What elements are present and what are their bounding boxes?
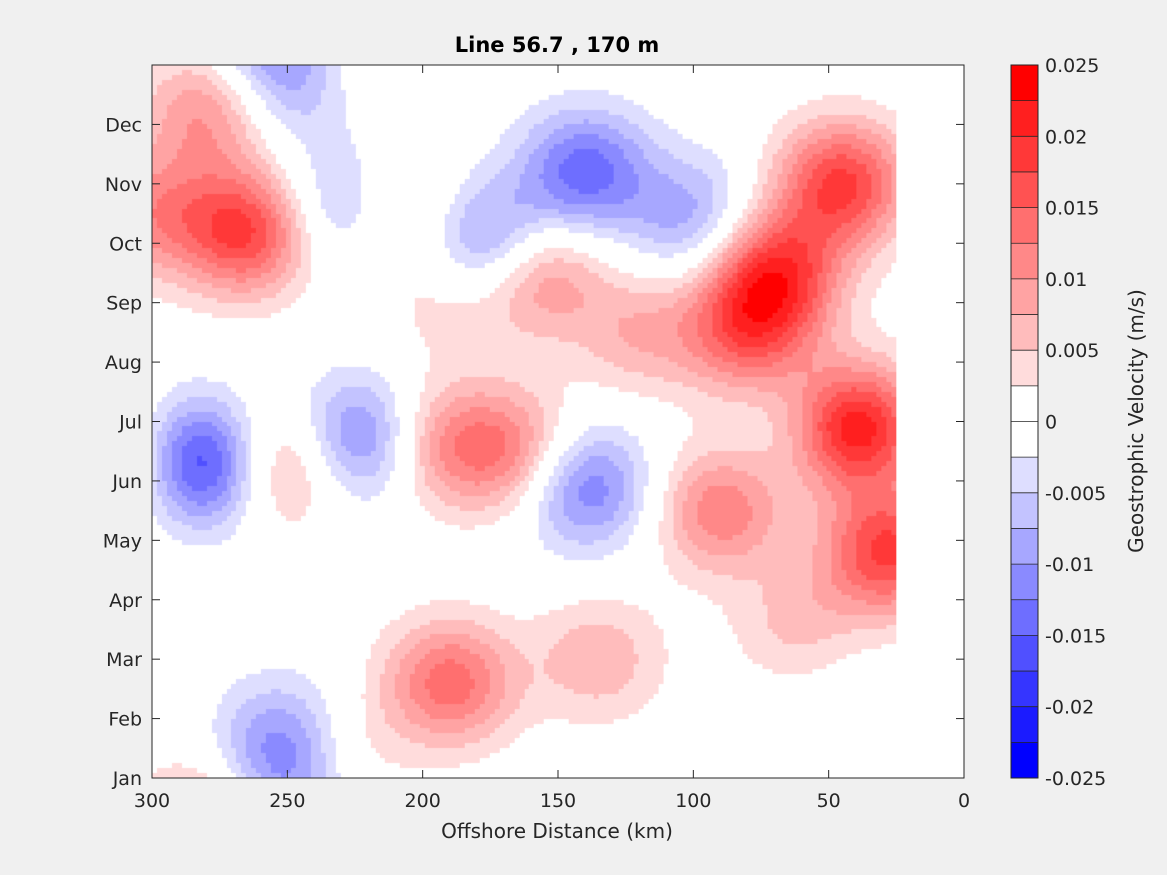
y-tick-label: May [103,530,142,552]
colorbar-tick-label: -0.025 [1045,768,1106,790]
colorbar-swatch [1011,564,1038,600]
colorbar-tick-label: 0.015 [1045,198,1099,220]
x-axis: 300 250 200 150 100 50 0 [134,65,970,812]
y-tick-label: Oct [109,233,142,255]
x-tick-label: 0 [958,790,970,812]
colorbar-tick-label: 0.01 [1045,269,1087,291]
x-tick-label: 150 [540,790,576,812]
y-tick-label: Aug [105,352,142,374]
colorbar-tick-label: 0 [1045,412,1057,434]
x-tick-label: 200 [405,790,441,812]
x-axis-title: Offshore Distance (km) [441,819,673,843]
chart-title: Line 56.7 , 170 m [455,33,660,57]
colorbar-swatch [1011,171,1038,208]
colorbar-swatch [1011,314,1038,351]
colorbar: 0.025 0.02 0.015 0.01 0.005 0 -0.005 -0.01 -0.01… [1010,55,1106,790]
colorbar-tick-label: 0.02 [1045,126,1087,148]
colorbar-swatch [1011,421,1038,458]
colorbar-frame [1010,64,1039,779]
colorbar-tick-label: -0.01 [1045,554,1094,576]
y-tick-label: Nov [105,174,142,196]
colorbar-tick-label: -0.02 [1045,697,1094,719]
x-tick-label: 100 [675,790,711,812]
colorbar-tick-label: 0.025 [1045,55,1099,77]
y-axis: Jan Feb Mar Apr May Jun Jul Aug Sep Oct Nov Dec [103,114,964,790]
colorbar-swatch [1011,207,1038,244]
colorbar-swatch [1011,706,1038,743]
colorbar-tick-label: -0.015 [1045,625,1106,647]
y-tick-label: Mar [106,649,142,671]
colorbar-swatch [1011,599,1038,636]
colorbar-swatch [1011,457,1038,493]
colorbar-swatch [1011,278,1038,315]
y-tick-label: Jul [118,412,142,434]
colorbar-swatch [1011,350,1038,386]
colorbar-swatch [1011,742,1038,778]
x-tick-label: 250 [269,790,305,812]
y-tick-label: Apr [109,590,142,612]
y-tick-label: Dec [105,114,142,136]
colorbar-swatch [1011,492,1038,529]
x-tick-label: 300 [134,790,170,812]
colorbar-swatch [1011,635,1038,672]
colorbar-swatch [1011,385,1038,422]
colorbar-tick-label: 0.005 [1045,340,1099,362]
colorbar-swatch [1011,671,1038,707]
colorbar-swatch [1011,65,1038,101]
y-tick-label: Sep [106,293,142,315]
colorbar-swatch [1011,100,1038,137]
colorbar-title: Geostrophic Velocity (m/s) [1124,289,1148,553]
contour-image [152,65,897,778]
x-tick-label: 50 [817,790,841,812]
colorbar-swatch [1011,528,1038,565]
colorbar-tick-label: -0.005 [1045,483,1106,505]
contour-field [152,65,897,778]
y-tick-label: Feb [108,709,142,731]
colorbar-swatch [1011,243,1038,279]
y-tick-label: Jun [111,471,142,493]
colorbar-swatch [1011,136,1038,172]
y-tick-label: Jan [112,768,142,790]
